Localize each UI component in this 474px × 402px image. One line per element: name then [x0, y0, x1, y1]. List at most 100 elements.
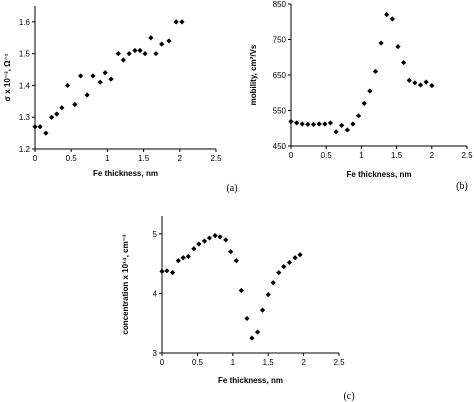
x-axis-label: Fe thickness, nm — [218, 376, 283, 385]
data-point — [406, 77, 412, 83]
y-tick-label: 4 — [153, 289, 158, 298]
data-point — [350, 121, 356, 127]
data-point — [37, 124, 43, 130]
data-point — [148, 35, 154, 41]
y-tick-label: 550 — [273, 107, 287, 116]
y-tick-label: 5 — [153, 230, 158, 239]
data-point — [276, 269, 282, 276]
data-point — [180, 255, 186, 261]
chart-panel-2: 0 0.5 1 1.5 2 2.5 450 550 650 750 850 Fe thickness,… — [249, 0, 473, 192]
data-point — [367, 88, 373, 94]
data-point — [238, 287, 244, 294]
x-tick-label: 2 — [178, 154, 183, 163]
data-point — [265, 292, 271, 298]
x-tick-label: 1 — [231, 358, 236, 367]
data-point — [201, 238, 208, 244]
data-point — [212, 233, 218, 239]
panel-label: (a) — [226, 183, 237, 194]
y-axis-label: σ x 10⁻³, Ω⁻¹ — [3, 53, 12, 101]
y-tick-label: 3 — [153, 349, 158, 358]
data-point — [59, 105, 65, 111]
chart-panel-1: 0 0.5 1 1.5 2 2.5 1.2 1.3 1.4 1.5 1.6 Fe thickness,… — [3, 6, 238, 194]
data-point — [327, 120, 334, 126]
data-point — [72, 101, 78, 108]
panel-label: (c) — [343, 391, 354, 402]
data-point — [395, 44, 401, 50]
data-point — [417, 82, 424, 88]
chart-panel-3: 0 0.5 1 1.5 2 2.5 3 4 5 Fe thickness, nm concentra… — [121, 216, 355, 402]
data-point — [259, 307, 266, 313]
data-point — [372, 68, 379, 75]
y-axis-label: concentration x 10¹⁴, cm⁻³ — [121, 234, 130, 335]
y-axis-label: mobility, cm²/Vs — [249, 44, 258, 105]
data-point — [185, 253, 191, 260]
y-tick-label: 850 — [273, 0, 287, 9]
data-point — [196, 241, 202, 247]
data-point — [389, 16, 395, 22]
data-point — [137, 47, 143, 54]
x-tick-label: 1.5 — [263, 358, 275, 367]
data-point — [378, 40, 384, 46]
data-point — [305, 121, 311, 127]
data-point — [233, 258, 239, 264]
data-point — [339, 122, 345, 129]
y-tick-label: 650 — [273, 71, 287, 80]
data-point — [429, 83, 435, 89]
data-point — [97, 79, 103, 85]
data-point — [322, 121, 328, 127]
x-axis-label: Fe thickness, nm — [93, 169, 158, 178]
data-point — [175, 258, 181, 264]
data-point — [64, 82, 71, 89]
x-tick-label: 2.5 — [461, 151, 473, 160]
data-point — [153, 51, 159, 57]
x-tick-label: 0.5 — [66, 154, 78, 163]
data-point — [299, 121, 305, 127]
data-point — [292, 255, 298, 261]
y-tick-label: 750 — [273, 36, 287, 45]
data-point — [159, 268, 165, 274]
data-point — [281, 264, 287, 270]
data-point — [49, 114, 55, 120]
data-point — [84, 92, 90, 98]
x-tick-label: 2 — [430, 151, 435, 160]
data-point — [159, 41, 165, 47]
data-point — [54, 111, 60, 117]
data-point — [401, 59, 407, 66]
data-point — [294, 120, 300, 126]
data-point — [90, 73, 96, 79]
x-tick-label: 0 — [33, 154, 38, 163]
data-point — [361, 100, 367, 106]
x-axis-label: Fe thickness, nm — [347, 170, 412, 179]
data-point — [228, 249, 234, 255]
data-point — [170, 269, 176, 276]
x-tick-label: 2.5 — [210, 154, 222, 163]
data-point — [270, 280, 276, 286]
y-tick-label: 1.4 — [19, 81, 31, 90]
data-point — [78, 73, 84, 79]
data-point — [115, 51, 121, 57]
data-point — [43, 130, 49, 136]
x-tick-label: 0 — [160, 358, 165, 367]
x-tick-label: 2.5 — [333, 358, 345, 367]
x-tick-label: 0.5 — [321, 151, 333, 160]
data-point — [166, 38, 172, 44]
x-tick-label: 1.5 — [138, 154, 150, 163]
data-point — [206, 235, 213, 241]
data-point — [412, 80, 418, 86]
data-point — [249, 335, 255, 341]
data-point — [244, 315, 250, 322]
y-tick-label: 450 — [273, 142, 287, 151]
data-point — [355, 113, 362, 119]
data-point — [344, 127, 350, 133]
x-tick-label: 0 — [289, 151, 294, 160]
y-tick-label: 1.6 — [19, 18, 31, 27]
data-point — [142, 51, 148, 57]
data-point — [297, 252, 303, 258]
data-point — [102, 70, 108, 76]
x-tick-label: 2 — [301, 358, 306, 367]
data-point — [126, 51, 132, 57]
data-point — [108, 76, 114, 82]
data-point — [32, 124, 38, 130]
data-point — [191, 246, 197, 252]
